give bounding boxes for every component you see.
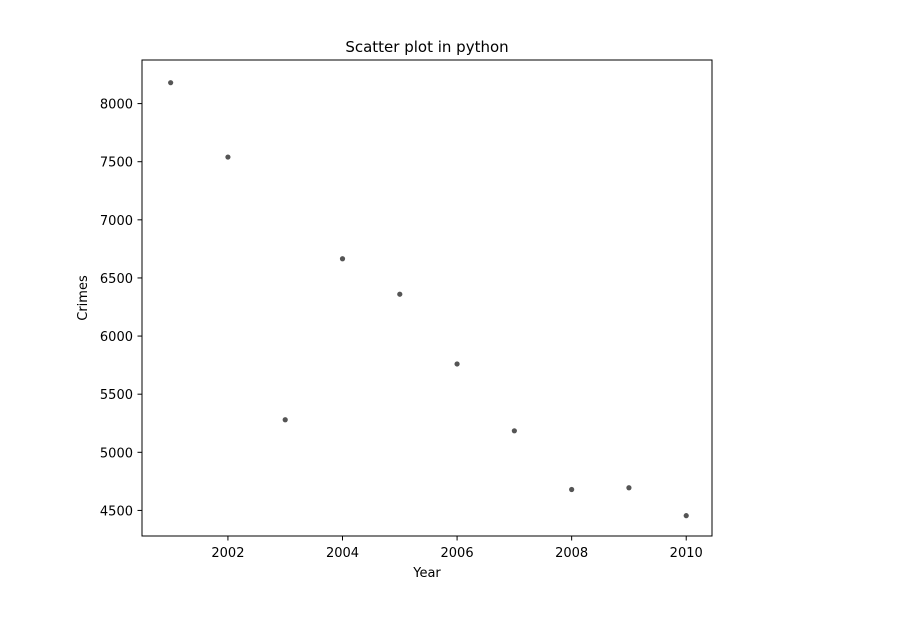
y-tick-label: 7000 [100,214,133,229]
y-tick-label: 6500 [100,272,133,287]
y-tick-label: 4500 [100,504,133,519]
chart-title: Scatter plot in python [345,38,508,56]
data-point [168,80,174,86]
data-point [454,361,460,367]
x-tick-label: 2006 [441,546,474,561]
y-axis-title: Crimes [76,275,91,321]
plot-frame [141,59,713,537]
y-tick-label: 7500 [100,156,133,171]
ticks-layer: 2002 2004 2006 2008 2010 4500 5000 5500 6000 6500… [100,98,703,561]
data-point [397,291,403,297]
x-axis-title: Year [412,566,441,581]
y-tick-label: 5500 [100,388,133,403]
y-tick-label: 8000 [100,98,133,113]
y-tick-label: 5000 [100,446,133,461]
data-point [282,417,288,423]
data-point [626,485,632,491]
x-tick-label: 2004 [326,546,359,561]
y-tick-label: 6000 [100,330,133,345]
points-layer [168,80,689,519]
data-point [683,513,689,519]
data-point [339,256,346,262]
x-tick-label: 2002 [211,546,244,561]
data-point [511,428,517,434]
x-tick-label: 2008 [555,546,588,561]
data-point [569,486,575,493]
x-tick-label: 2010 [670,546,703,561]
data-point [225,154,231,160]
